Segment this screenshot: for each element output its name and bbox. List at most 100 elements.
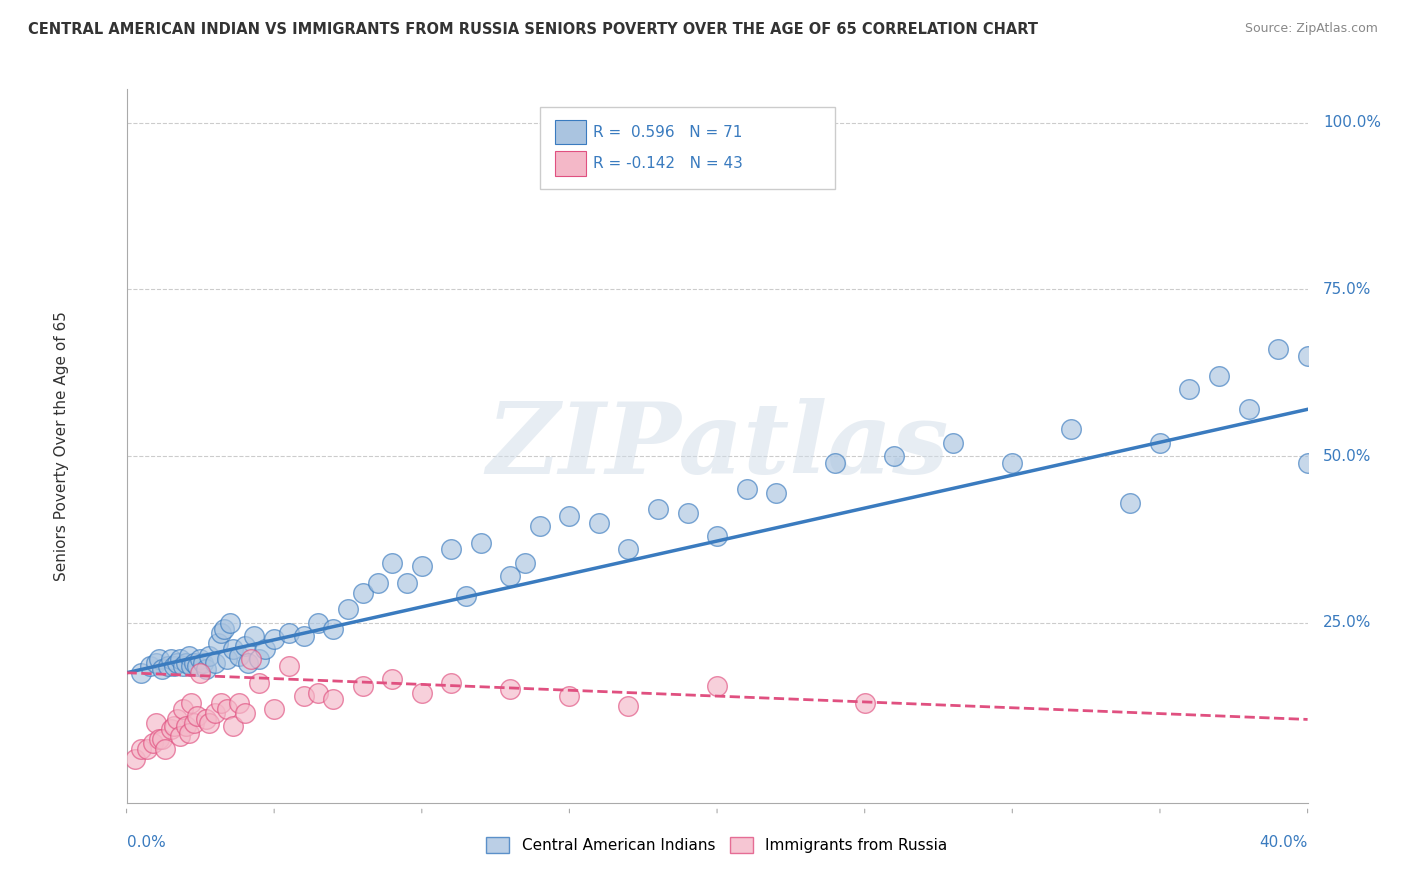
Point [198,715,221,730]
Point [617,542,640,557]
Legend: Central American Indians, Immigrants from Russia: Central American Indians, Immigrants fro… [481,831,953,859]
Point [352,679,374,693]
Point [228,649,250,664]
Point [183,656,205,670]
Point [1267,343,1289,357]
FancyBboxPatch shape [540,107,835,189]
FancyBboxPatch shape [555,120,586,145]
Point [247,652,270,666]
Point [1060,422,1083,436]
Point [1296,456,1319,470]
Point [129,742,153,756]
Point [195,713,218,727]
Point [145,715,167,730]
Point [163,719,186,733]
Point [588,516,610,530]
Point [228,696,250,710]
Text: 0.0%: 0.0% [127,835,166,850]
Point [136,742,159,756]
Point [172,659,194,673]
Point [139,659,162,673]
Point [1178,382,1201,396]
Text: R = -0.142   N = 43: R = -0.142 N = 43 [593,156,742,171]
Point [735,483,758,497]
Text: 40.0%: 40.0% [1260,835,1308,850]
Point [1237,402,1260,417]
Point [292,689,315,703]
Point [853,696,876,710]
Point [198,649,221,664]
Point [177,649,200,664]
Point [174,656,197,670]
Point [150,662,173,676]
Point [254,642,277,657]
Point [145,656,167,670]
Point [558,689,581,703]
Text: 50.0%: 50.0% [1323,449,1371,464]
Point [207,636,229,650]
Point [411,686,433,700]
Point [150,732,173,747]
Point [440,542,463,557]
Point [558,509,581,524]
Point [215,702,238,716]
Point [337,602,360,616]
Point [1296,349,1319,363]
Point [454,589,477,603]
Point [1149,435,1171,450]
Point [236,656,259,670]
Point [617,699,640,714]
Point [381,556,404,570]
Point [1001,456,1024,470]
Point [142,736,165,750]
Point [440,675,463,690]
Point [499,569,522,583]
Point [124,752,146,766]
Point [188,665,211,680]
Point [247,675,270,690]
Point [166,656,188,670]
Point [706,679,728,693]
Point [883,449,905,463]
Point [186,659,208,673]
Text: Source: ZipAtlas.com: Source: ZipAtlas.com [1244,22,1378,36]
Point [676,506,699,520]
Point [307,686,329,700]
Point [239,652,262,666]
Point [499,682,522,697]
Point [169,729,191,743]
Point [263,632,285,647]
Point [278,625,301,640]
Point [188,652,211,666]
Text: 75.0%: 75.0% [1323,282,1371,297]
Point [233,639,256,653]
Point [366,575,388,590]
Point [647,502,669,516]
Point [263,702,285,716]
Point [222,642,245,657]
Point [209,625,232,640]
Point [278,659,301,673]
Point [183,715,205,730]
Point [824,456,846,470]
Point [193,656,215,670]
Point [942,435,965,450]
Point [159,723,183,737]
Point [169,652,191,666]
Point [174,719,197,733]
Point [209,696,232,710]
Text: CENTRAL AMERICAN INDIAN VS IMMIGRANTS FROM RUSSIA SENIORS POVERTY OVER THE AGE O: CENTRAL AMERICAN INDIAN VS IMMIGRANTS FR… [28,22,1038,37]
FancyBboxPatch shape [555,152,586,176]
Point [765,485,787,500]
Point [215,652,238,666]
Point [470,535,492,549]
Point [163,659,186,673]
Point [148,732,170,747]
Point [195,662,218,676]
Point [515,556,537,570]
Point [1119,496,1142,510]
Point [396,575,419,590]
Point [307,615,329,630]
Point [381,673,404,687]
Point [352,585,374,599]
